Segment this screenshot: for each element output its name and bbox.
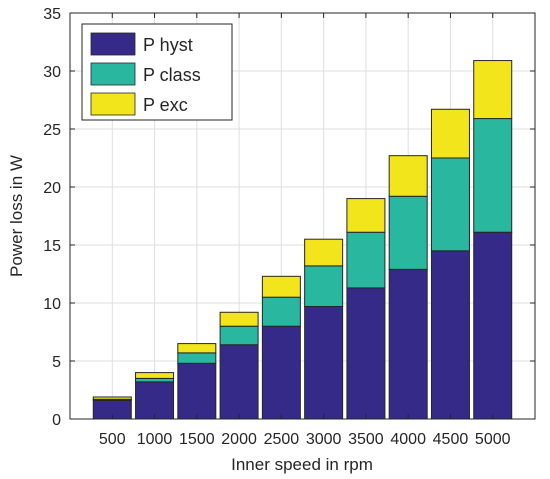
x-tick-label: 2500 (264, 431, 300, 448)
bar-segment-p-exc (388, 155, 428, 197)
y-tick-label: 15 (43, 238, 61, 255)
bar-segment-p-hyst (135, 381, 175, 420)
bar-segment-p-class (219, 325, 259, 346)
bar-segment-p-exc (304, 238, 344, 267)
bar-segment-p-hyst (473, 231, 513, 420)
bar-segment-p-hyst (261, 325, 301, 420)
legend-label-p-hyst: P hyst (143, 35, 193, 55)
bar-segment-p-hyst (388, 268, 428, 420)
y-tick-label: 10 (43, 296, 61, 313)
legend-swatch-p-hyst (90, 32, 136, 56)
y-axis-label: Power loss in W (7, 155, 26, 277)
bar-segment-p-exc (92, 396, 132, 400)
x-tick-label: 4000 (390, 431, 426, 448)
x-tick-label: 1000 (137, 431, 173, 448)
bar-segment-p-class (388, 195, 428, 270)
y-tick-label: 25 (43, 122, 61, 139)
bar-segment-p-exc (346, 198, 386, 233)
bar-segment-p-hyst (304, 305, 344, 420)
x-tick-label: 500 (99, 431, 126, 448)
legend-label-p-exc: P exc (143, 95, 188, 115)
y-tick-label: 30 (43, 64, 61, 81)
bar-segment-p-exc (473, 60, 513, 120)
x-axis-label: Inner speed in rpm (231, 455, 373, 474)
bar-segment-p-hyst (430, 250, 470, 420)
bar-segment-p-class (261, 296, 301, 327)
bar-segment-p-exc (135, 372, 175, 379)
x-tick-label: 4500 (433, 431, 469, 448)
x-tick-label: 1500 (179, 431, 215, 448)
x-tick-label: 2000 (221, 431, 257, 448)
legend: P hyst P class P exc (81, 23, 233, 121)
axis-ticks: 0 5 10 15 20 25 30 35 500 1000 1500 2000 2500 3000 350… (43, 6, 535, 448)
bar-segment-p-exc (177, 343, 217, 354)
bars (92, 60, 513, 420)
x-tick-label: 3500 (348, 431, 384, 448)
plot-frame (69, 12, 536, 420)
bar-segment-p-class (304, 265, 344, 307)
x-tick-label: 5000 (475, 431, 511, 448)
bar-segment-p-exc (219, 311, 259, 327)
bar-segment-p-class (473, 118, 513, 233)
y-tick-label: 0 (52, 412, 61, 429)
bar-segment-p-class (346, 231, 386, 289)
y-tick-label: 35 (43, 6, 61, 23)
legend-swatch-p-exc (90, 92, 136, 116)
legend-label-p-class: P class (143, 65, 201, 85)
bar-segment-p-exc (261, 275, 301, 298)
bar-segment-p-class (135, 377, 175, 383)
bar-segment-p-hyst (346, 287, 386, 420)
y-tick-label: 5 (52, 354, 61, 371)
bar-segment-p-exc (430, 108, 470, 159)
bar-segment-p-class (430, 157, 470, 252)
bar-segment-p-hyst (219, 344, 259, 420)
bar-segment-p-hyst (177, 362, 217, 420)
y-tick-label: 20 (43, 180, 61, 197)
bar-segment-p-class (177, 352, 217, 364)
x-tick-label: 3000 (306, 431, 342, 448)
legend-swatch-p-class (90, 62, 136, 86)
